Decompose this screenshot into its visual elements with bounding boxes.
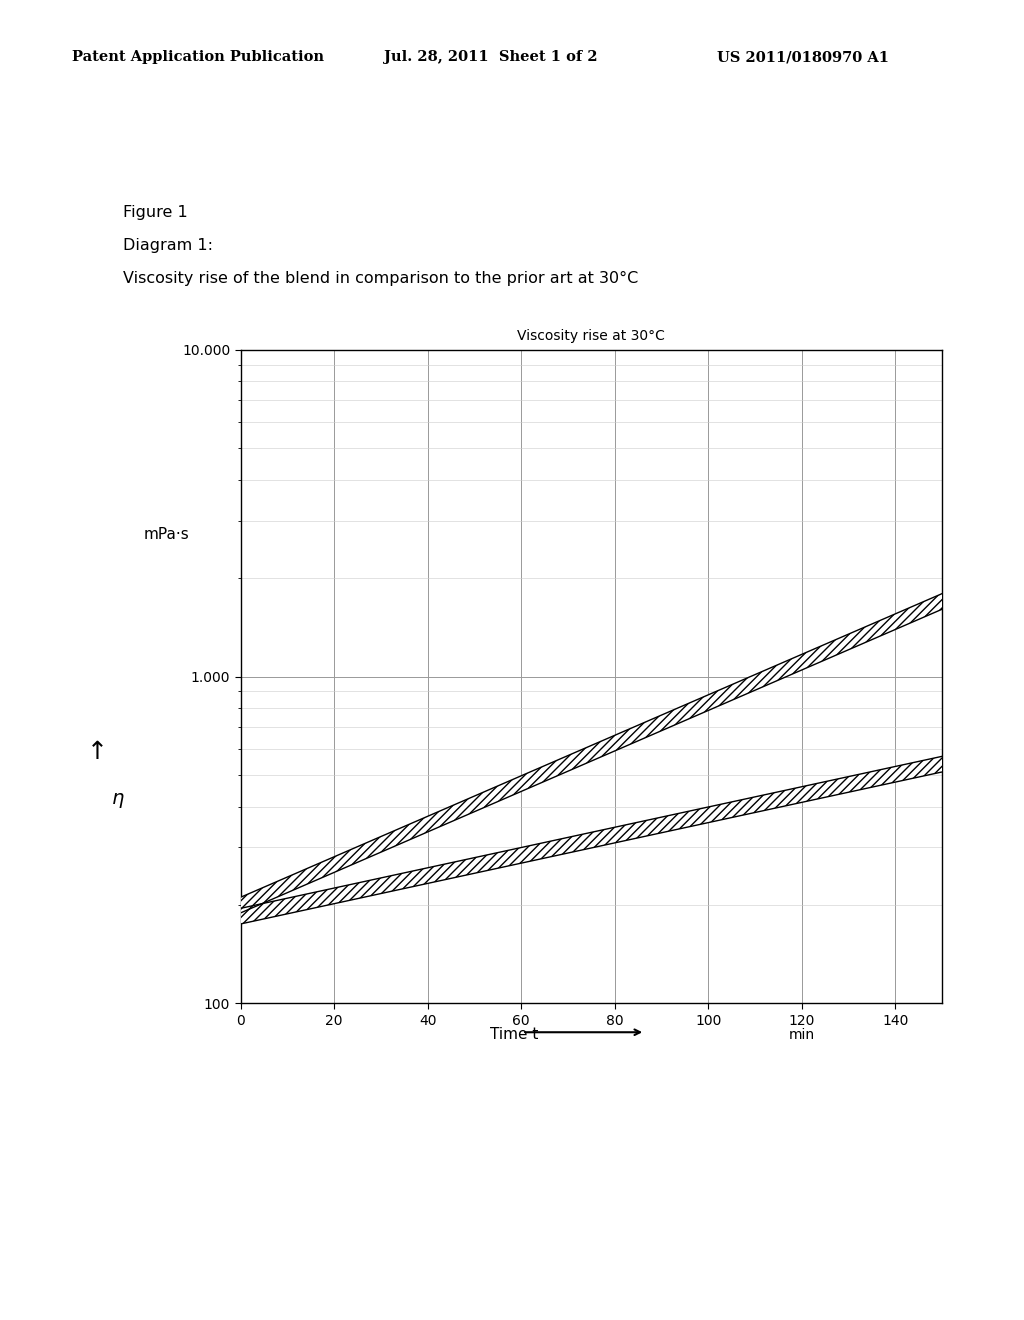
Text: min: min [788,1028,815,1043]
Text: Figure 1: Figure 1 [123,205,187,219]
Text: Patent Application Publication: Patent Application Publication [72,50,324,65]
Text: Diagram 1:: Diagram 1: [123,238,213,252]
Text: ↑: ↑ [87,741,108,764]
Title: Viscosity rise at 30°C: Viscosity rise at 30°C [517,329,666,343]
Text: Viscosity rise of the blend in comparison to the prior art at 30°C: Viscosity rise of the blend in compariso… [123,271,638,285]
Text: Jul. 28, 2011  Sheet 1 of 2: Jul. 28, 2011 Sheet 1 of 2 [384,50,598,65]
Text: η: η [112,789,124,808]
Text: Time t: Time t [489,1027,539,1041]
Text: US 2011/0180970 A1: US 2011/0180970 A1 [717,50,889,65]
Text: mPa·s: mPa·s [143,527,189,543]
